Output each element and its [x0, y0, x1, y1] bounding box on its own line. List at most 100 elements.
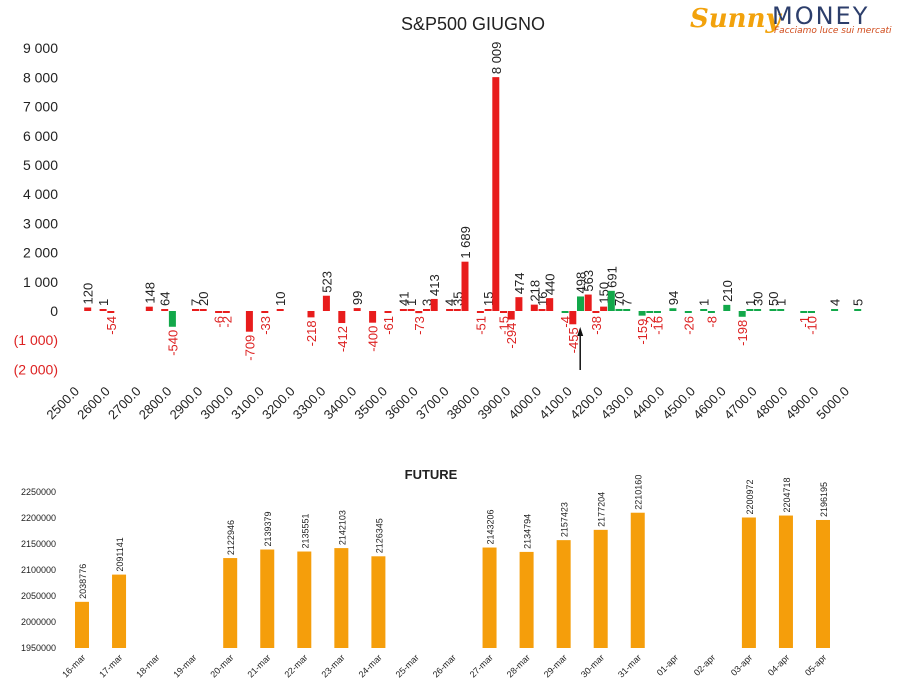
chart2-x-tick-label: 22-mar: [282, 652, 309, 679]
chart1-data-label: -412: [335, 326, 350, 352]
chart1-bar: [584, 294, 592, 311]
chart1-bar: [754, 309, 762, 311]
chart1-bar: [407, 309, 415, 311]
chart1-bar: [384, 311, 392, 313]
chart1-data-label: 1: [96, 299, 111, 306]
chart1-x-tick-label: 3600.0: [382, 384, 421, 423]
chart2-x-tick-label: 03-apr: [729, 652, 754, 677]
chart1-bar: [192, 309, 199, 311]
chart1-bar: [769, 309, 777, 311]
chart2-x-tick-label: 16-mar: [60, 652, 87, 679]
chart2-x-tick-label: 19-mar: [171, 652, 198, 679]
chart1-x-tick-label: 3200.0: [259, 384, 298, 423]
chart1-bar: [569, 311, 577, 325]
chart2-bar: [371, 556, 386, 648]
chart2-bar: [260, 549, 275, 648]
logo-brand-money: MONEY: [772, 2, 870, 30]
chart2-bar: [334, 548, 349, 648]
chart2-bar: [112, 574, 127, 648]
chart1-data-label: 50: [766, 292, 781, 306]
chart1-bar: [646, 311, 654, 313]
chart1-data-label: 1: [774, 299, 789, 306]
chart1-bar: [738, 311, 746, 317]
chart1-data-label: -455: [566, 327, 581, 353]
chart2-x-tick-label: 25-mar: [394, 652, 421, 679]
chart2-x-tick-label: 02-apr: [692, 652, 717, 677]
chart1-bar: [546, 298, 554, 311]
chart1-data-label: -1: [797, 316, 812, 328]
chart2-data-label: 2122946: [226, 520, 236, 555]
chart1-data-label: -16: [651, 316, 666, 335]
chart1-bar: [669, 308, 677, 311]
chart2-x-tick-label: 20-mar: [208, 652, 235, 679]
chart1-data-label: 8 009: [489, 42, 504, 75]
chart1-data-label: 70: [612, 291, 627, 305]
chart1-bar: [654, 311, 661, 313]
chart1-y-tick-label: 4 000: [23, 186, 58, 202]
chart2-data-label: 2143206: [486, 509, 496, 544]
chart2-data-label: 2038776: [78, 564, 88, 599]
sp500-giugno-chart: S&P500 GIUGNO 9 000 8 000 7 000 6 000 5 000 4 …: [14, 14, 866, 423]
chart2-y-tick-label: 2150000: [21, 539, 56, 549]
logo-brand-sunny: Sunny: [690, 4, 781, 34]
chart1-data-label: 4: [828, 299, 843, 306]
chart1-x-tick-label: 3100.0: [228, 384, 267, 423]
chart2-data-label: 2135551: [300, 513, 310, 548]
chart1-bar: [276, 309, 284, 311]
chart1-data-label: -4: [558, 316, 573, 328]
chart1-x-tick-label: 2900.0: [167, 384, 206, 423]
chart1-data-label: 64: [158, 292, 173, 306]
chart1-bar: [577, 296, 584, 311]
chart1-x-tick-label: 3900.0: [475, 384, 514, 423]
chart1-bar: [561, 311, 569, 313]
chart1-bar: [168, 311, 176, 327]
chart1-data-label: -10: [805, 316, 820, 335]
chart1-y-tick-label: 9 000: [23, 40, 58, 56]
chart1-y-tick-label: 8 000: [23, 69, 58, 85]
chart1-bar: [707, 311, 715, 313]
chart2-data-label: 2204718: [782, 477, 792, 512]
chart1-data-label: 498: [574, 272, 589, 294]
chart1-bar: [484, 309, 492, 311]
chart2-x-tick-label: 01-apr: [655, 652, 680, 677]
chart2-x-tick-label: 30-mar: [579, 652, 606, 679]
chart1-bar: [99, 309, 107, 311]
chart1-data-label: -198: [735, 320, 750, 346]
chart2-bar: [297, 551, 312, 648]
chart2-x-tick-label: 21-mar: [245, 652, 272, 679]
chart1-x-tick-label: 5000.0: [813, 384, 852, 423]
chart1-y-tick-label: (2 000): [14, 361, 58, 377]
chart1-y-tick-label: 3 000: [23, 215, 58, 231]
logo-tagline: Facciamo luce sui mercati: [774, 26, 892, 36]
chart1-bar: [145, 306, 153, 311]
chart1-x-tick-label: 2800.0: [136, 384, 175, 423]
chart1-bar: [107, 311, 115, 313]
chart1-data-label: -51: [473, 316, 488, 335]
chart1-bar: [638, 311, 646, 316]
chart1-bar: [530, 304, 538, 311]
chart1-bar: [492, 77, 500, 311]
chart1-y-tick-label: 2 000: [23, 245, 58, 261]
chart1-x-tick-label: 4600.0: [690, 384, 729, 423]
chart1-bar: [245, 311, 253, 332]
chart1-data-label: 3: [420, 299, 435, 306]
chart1-bar: [322, 295, 330, 311]
chart1-y-tick-label: 1 000: [23, 274, 58, 290]
chart2-bar: [223, 558, 238, 648]
chart2-bar: [816, 519, 830, 648]
chart1-bar: [453, 309, 461, 311]
chart1-data-label: 210: [720, 280, 735, 302]
chart2-bar: [593, 529, 608, 648]
chart1-x-tick-label: 4500.0: [659, 384, 698, 423]
chart1-data-label: 99: [350, 291, 365, 305]
chart1-bar: [746, 309, 754, 311]
chart1-y-tick-label: (1 000): [14, 332, 58, 348]
chart1-data-label: -6: [212, 316, 227, 328]
chart1-bar: [700, 309, 708, 311]
chart1-data-label: -33: [258, 316, 273, 335]
chart1-bar: [423, 309, 430, 311]
chart1-bar: [831, 309, 839, 311]
chart2-x-tick-label: 29-mar: [542, 652, 569, 679]
chart1-bar: [476, 311, 484, 313]
chart1-data-label: -400: [366, 326, 381, 352]
